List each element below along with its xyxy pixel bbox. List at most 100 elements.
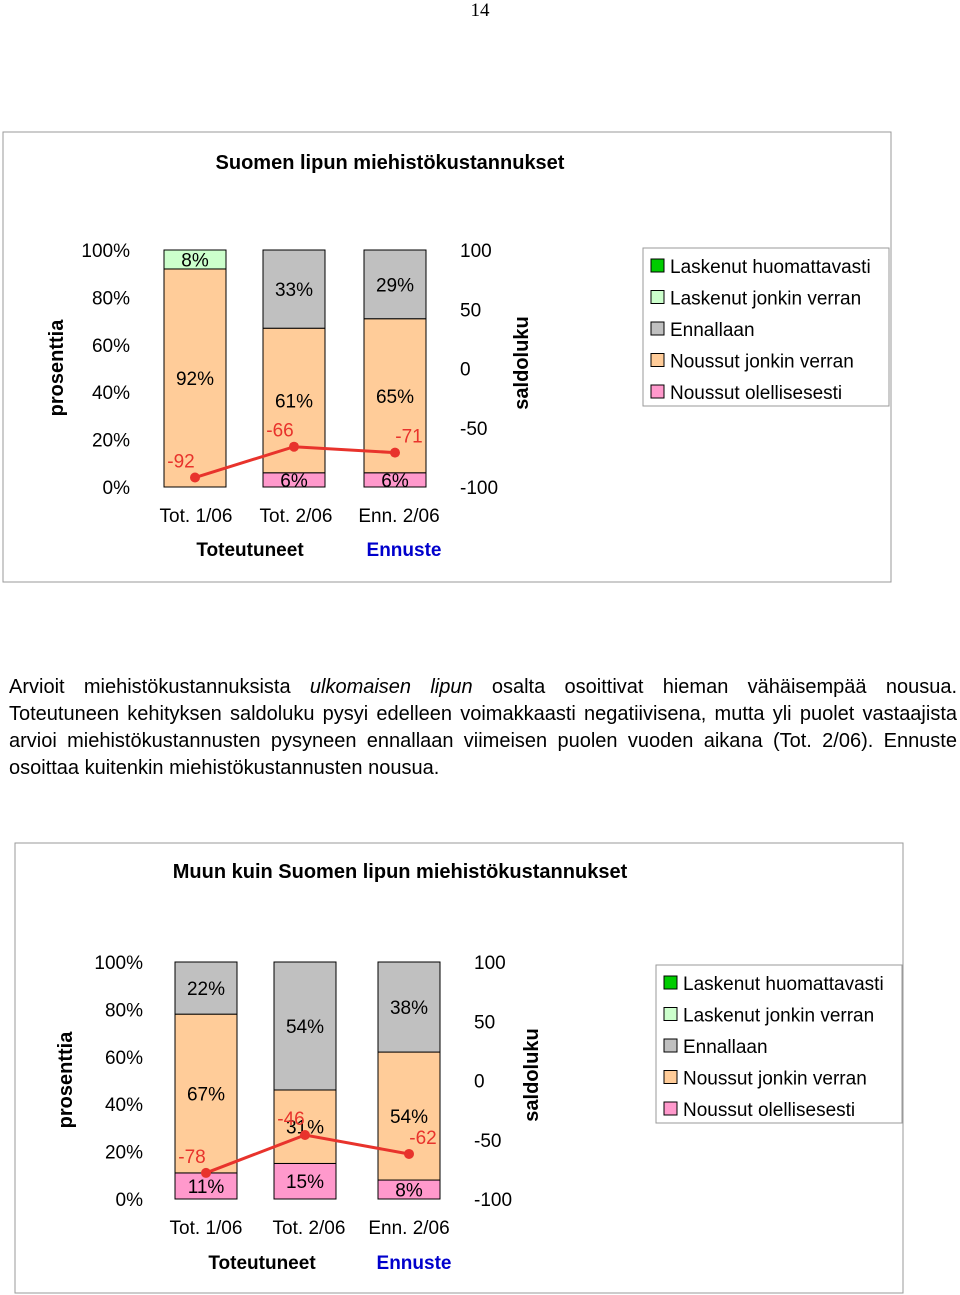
y2-tick-label: 100 [474,953,506,974]
group-label-toteutuneet: Toteutuneet [196,540,304,561]
chart-suomen-lipun: Suomen lipun miehistökustannukset 100% 80%… [2,131,892,583]
y2-tick-label: -100 [460,478,498,499]
legend-swatch [650,353,665,367]
legend-entry: Noussut olellisesesti [683,1100,855,1121]
group-label-ennuste: Ennuste [377,1253,452,1274]
bar-value-label: 8% [395,1181,423,1202]
bar-segment [163,268,227,488]
y-axis-label: prosenttia [55,1031,77,1129]
saldo-value-label: -92 [167,452,194,473]
legend-swatch [663,1038,678,1053]
y-tick-label: 20% [92,431,130,452]
y-tick-label: 80% [92,288,130,309]
legend-entry: Noussut jonkin verran [683,1069,867,1090]
bar-segment [273,961,337,1091]
saldo-value-label: -71 [395,427,422,448]
legend-entry: Noussut olellisesesti [670,383,842,404]
bar-value-label: 65% [376,387,414,408]
body-paragraph: Arvioit miehistökustannuksista ulkomaise… [9,674,957,782]
chart-title: Muun kuin Suomen lipun miehistökustannuk… [173,861,628,883]
saldo-point [404,1148,414,1159]
legend-swatch [663,975,678,990]
category-label: Tot. 2/06 [260,506,333,527]
bar-value-label: 54% [390,1107,428,1128]
chart-title: Suomen lipun miehistökustannukset [216,152,565,174]
y-axis-label: prosenttia [46,319,68,417]
bar-segment [377,961,441,1053]
bar-segment [363,249,427,320]
bar-value-label: 31% [286,1118,324,1139]
category-label: Tot. 2/06 [273,1218,346,1239]
legend-entry: Laskenut huomattavasti [670,257,871,278]
y2-tick-label: -50 [474,1131,501,1152]
legend-swatch [650,258,665,273]
legend-entry: Ennallaan [683,1037,768,1058]
y-tick-label: 40% [105,1095,143,1116]
bar-segment [262,249,326,329]
legend-swatch [663,1101,678,1116]
y-tick-label: 100% [94,953,143,974]
category-label: Tot. 1/06 [170,1218,243,1239]
y2-tick-label: 100 [460,241,492,262]
bar-value-label: 33% [275,280,313,301]
bar-segment [174,1013,238,1174]
legend-entry: Ennallaan [670,320,755,341]
bar-value-label: 67% [187,1085,225,1106]
bar-value-label: 61% [275,391,313,412]
category-label: Tot. 1/06 [160,506,233,527]
bar-value-label: 8% [181,250,209,271]
saldo-point [201,1167,211,1178]
y2-axis-label: saldoluku [511,316,533,409]
saldo-point [289,441,299,452]
legend-entry: Laskenut jonkin verran [683,1006,874,1027]
y-tick-label: 0% [116,1190,144,1211]
saldo-value-label: -46 [277,1109,304,1130]
group-label-ennuste: Ennuste [367,540,442,561]
legend-swatch [663,1007,678,1021]
category-label: Enn. 2/06 [358,506,439,527]
saldo-point [300,1130,310,1141]
y2-tick-label: 50 [460,300,481,321]
legend-swatch [650,384,665,399]
saldo-point [190,472,200,483]
paragraph-part-3: osalta osoittivat hieman vähäisempää nou… [9,676,957,779]
legend-entry: Noussut jonkin verran [670,352,854,373]
bar-value-label: 11% [188,1177,225,1198]
y-tick-label: 100% [81,241,130,262]
legend-box [642,247,890,407]
paragraph-part-1: Arvioit miehistökustannuksista [9,676,310,698]
legend-entry: Laskenut huomattavasti [683,974,884,995]
bar-value-label: 6% [381,471,409,492]
saldo-value-label: -62 [409,1128,436,1149]
y-tick-label: 60% [92,336,130,357]
bar-value-label: 92% [176,369,214,390]
legend-box [655,964,903,1124]
y-tick-label: 20% [105,1143,143,1164]
chart-muun-lipun: Muun kuin Suomen lipun miehistökustannuk… [14,842,904,1294]
legend-entry: Laskenut jonkin verran [670,289,861,310]
y-tick-label: 60% [105,1048,143,1069]
y2-tick-label: -50 [460,419,487,440]
bar-segment [363,318,427,474]
bar-segment [163,249,227,270]
y-tick-label: 80% [105,1000,143,1021]
saldo-value-label: -78 [178,1147,205,1168]
legend-swatch [650,321,665,336]
bar-value-label: 22% [187,979,225,1000]
y2-tick-label: -100 [474,1190,512,1211]
legend-swatch [663,1070,678,1084]
bar-value-label: 54% [286,1017,324,1038]
legend-swatch [650,290,665,304]
paragraph-emphasis: ulkomaisen lipun [309,676,473,698]
y2-axis-label: saldoluku [521,1028,543,1121]
saldo-point [390,447,400,458]
y-tick-label: 0% [103,478,131,499]
bar-segment [174,961,238,1015]
page-number: 14 [470,0,490,21]
y2-tick-label: 0 [474,1072,485,1093]
bar-value-label: 38% [390,998,428,1019]
bar-value-label: 6% [280,471,308,492]
y-tick-label: 40% [92,383,130,404]
bar-value-label: 15% [286,1172,324,1193]
y2-tick-label: 0 [460,360,471,381]
